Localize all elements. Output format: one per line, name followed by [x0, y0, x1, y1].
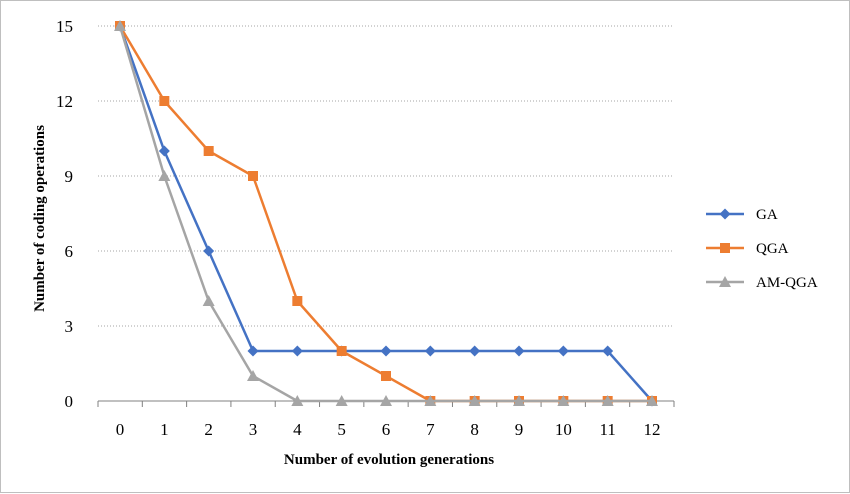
series-line-qga	[118, 25, 652, 403]
legend-label-am-qga: AM-QGA	[756, 275, 818, 291]
x-tick-label: 6	[382, 420, 391, 439]
series-line-ga	[118, 25, 653, 402]
y-tick-labels: 0 3 6 9 12 15	[56, 17, 73, 411]
legend-item-am-qga: AM-QGA	[706, 275, 818, 291]
data-point-ga	[424, 345, 436, 357]
data-point-am-qga	[424, 395, 437, 406]
x-tick-label: 3	[249, 420, 258, 439]
x-tick-label: 5	[337, 420, 346, 439]
x-tick-label: 4	[293, 420, 302, 439]
data-point-am-qga	[646, 395, 658, 406]
y-tick-label: 0	[65, 392, 74, 411]
x-tick-label: 9	[515, 420, 524, 439]
y-tick-label: 12	[56, 92, 73, 111]
legend-item-qga: QGA	[706, 241, 789, 257]
data-point-am-qga	[601, 395, 614, 406]
data-point-ga	[602, 345, 614, 357]
data-point-am-qga	[158, 170, 171, 181]
x-tick-label: 11	[599, 420, 615, 439]
data-point-am-qga	[380, 395, 392, 406]
x-axis-title: Number of evolution generations	[284, 452, 494, 468]
legend: GA QGA AM-QGA	[706, 207, 818, 291]
legend-label-qga: QGA	[756, 241, 789, 257]
series-am-qga	[114, 20, 658, 406]
data-point-qga	[159, 96, 170, 106]
series-group	[114, 20, 658, 407]
legend-marker-qga	[720, 243, 730, 253]
legend-item-ga: GA	[706, 207, 778, 223]
data-point-ga	[247, 345, 259, 357]
data-point-am-qga	[114, 20, 126, 31]
data-point-am-qga	[291, 395, 304, 406]
data-point-am-qga	[468, 395, 481, 406]
data-point-am-qga	[513, 395, 525, 406]
data-point-ga	[513, 345, 525, 357]
x-tick-label: 1	[160, 420, 169, 439]
data-point-qga	[203, 146, 214, 156]
series-line-am-qga	[118, 25, 652, 403]
data-point-qga	[292, 296, 303, 306]
x-tick-label: 2	[204, 420, 213, 439]
data-point-ga	[203, 245, 215, 257]
data-point-ga	[557, 345, 569, 357]
x-tick-label: 0	[116, 420, 125, 439]
y-tick-label: 3	[65, 317, 74, 336]
y-tick-label: 9	[65, 167, 74, 186]
x-tick-label: 7	[426, 420, 435, 439]
gridlines	[98, 25, 674, 327]
x-tick-label: 8	[470, 420, 479, 439]
legend-marker-am-qga	[719, 276, 731, 287]
data-point-ga	[380, 345, 392, 357]
data-point-ga	[291, 345, 303, 357]
y-tick-label: 15	[56, 17, 73, 36]
y-tick-label: 6	[65, 242, 74, 261]
legend-marker-ga	[719, 208, 731, 220]
y-axis-title: Number of coding operations	[32, 125, 48, 312]
data-point-qga	[381, 371, 391, 381]
x-tick-label: 10	[555, 420, 572, 439]
data-point-qga	[336, 346, 347, 356]
data-point-am-qga	[247, 370, 259, 381]
data-point-am-qga	[335, 395, 348, 406]
x-tick-labels: 0 1 2 3 4 5 6 7 8 9 10 11 12	[116, 420, 661, 439]
series-ga	[114, 20, 658, 407]
x-tick-label: 12	[644, 420, 661, 439]
legend-label-ga: GA	[756, 207, 778, 223]
data-point-ga	[469, 345, 481, 357]
data-point-qga	[248, 171, 258, 181]
data-point-am-qga	[557, 395, 570, 406]
data-point-am-qga	[202, 295, 215, 306]
data-point-ga	[158, 145, 170, 157]
